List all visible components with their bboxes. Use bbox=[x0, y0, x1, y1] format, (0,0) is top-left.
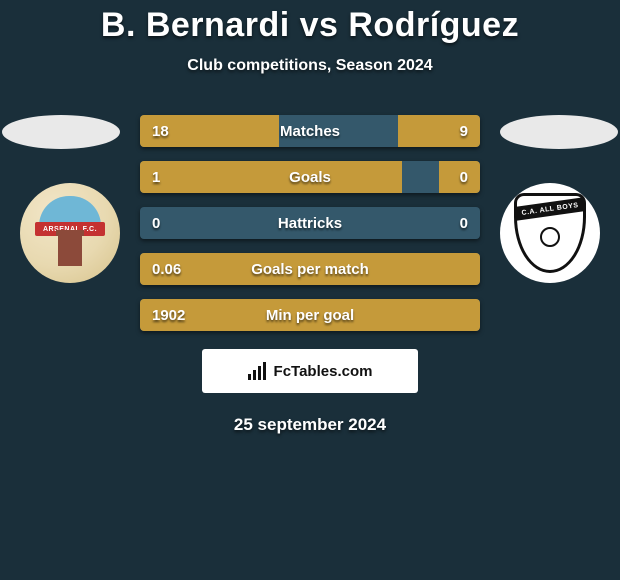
stat-row: 1902Min per goal bbox=[140, 299, 480, 331]
stat-label: Matches bbox=[140, 115, 480, 147]
stat-label: Goals per match bbox=[140, 253, 480, 285]
stat-label: Min per goal bbox=[140, 299, 480, 331]
stat-label: Goals bbox=[140, 161, 480, 193]
stat-row: 10Goals bbox=[140, 161, 480, 193]
page-subtitle: Club competitions, Season 2024 bbox=[0, 57, 620, 75]
arsenal-crest-icon: ARSENAL F.C. bbox=[29, 192, 111, 274]
stat-label: Hattricks bbox=[140, 207, 480, 239]
club-badge-left: ARSENAL F.C. bbox=[20, 183, 120, 283]
stat-row: 189Matches bbox=[140, 115, 480, 147]
player-right-placeholder bbox=[500, 115, 618, 149]
snapshot-date: 25 september 2024 bbox=[0, 415, 620, 435]
bar-chart-icon bbox=[248, 362, 268, 380]
player-left-placeholder bbox=[2, 115, 120, 149]
stat-row: 00Hattricks bbox=[140, 207, 480, 239]
stat-row: 0.06Goals per match bbox=[140, 253, 480, 285]
brand-text: FcTables.com bbox=[274, 363, 373, 380]
brand-watermark: FcTables.com bbox=[202, 349, 418, 393]
page-title: B. Bernardi vs Rodríguez bbox=[0, 0, 620, 45]
club-badge-right: C.A. ALL BOYS bbox=[500, 183, 600, 283]
allboys-crest-icon: C.A. ALL BOYS bbox=[514, 193, 586, 273]
stats-bars: 189Matches 10Goals 00Hattricks 0.06Goals pe… bbox=[140, 115, 480, 345]
